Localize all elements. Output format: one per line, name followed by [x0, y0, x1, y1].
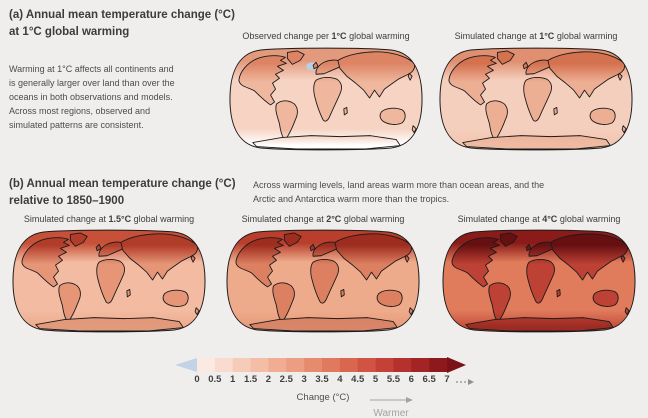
- colorbar-tick: 3.5: [315, 374, 329, 385]
- map-title-warming-level: 1°C: [539, 31, 555, 41]
- world-map-simulated-1c: [439, 47, 633, 151]
- map-title-observed-1c: Observed change per 1°C global warming: [227, 31, 425, 41]
- colorbar-tick: 6.5: [422, 374, 436, 385]
- world-map-observed-1c: [229, 47, 423, 151]
- map-title-warming-level: 1°C: [331, 31, 347, 41]
- map-title-suffix: global warming: [131, 214, 195, 224]
- section-a-description: Warming at 1°C affects all continents an…: [9, 64, 175, 130]
- colorbar-scale: [175, 357, 466, 373]
- world-map-simulated-2c: [226, 229, 420, 333]
- colorbar-tick: 2.5: [279, 374, 293, 385]
- colorbar-tick: 5.5: [386, 374, 401, 385]
- colorbar-ticks: 0 0.5 1 1.5 2 2.5 3 3.5 4 4.5 5 5.5 6 6.5 7: [175, 374, 485, 388]
- map-title-warming-level: 2°C: [326, 214, 342, 224]
- map-title-prefix: Simulated change at: [454, 31, 540, 41]
- colorbar-tick: 1.5: [243, 374, 258, 385]
- map-title-suffix: global warming: [557, 214, 621, 224]
- section-b-description: Across warming levels, land areas warm m…: [253, 180, 545, 204]
- section-a-title: (a) Annual mean temperature change (°C) …: [9, 9, 235, 38]
- map-title-simulated-1c: Simulated change at 1°C global warming: [437, 31, 635, 41]
- map-title-simulated-4c: Simulated change at 4°C global warming: [440, 214, 638, 224]
- colorbar-tick: 0.5: [208, 374, 222, 385]
- colorbar: 0 0.5 1 1.5 2 2.5 3 3.5 4 4.5 5 5.5 6 6.5 7: [175, 357, 485, 393]
- map-title-prefix: Simulated change at: [457, 214, 543, 224]
- map-title-suffix: global warming: [554, 31, 618, 41]
- world-map-simulated-1-5c: [12, 229, 206, 333]
- map-title-prefix: Simulated change at: [241, 214, 327, 224]
- colorbar-tick: 7: [444, 374, 450, 385]
- colorbar-tick: 0: [194, 374, 200, 385]
- map-title-simulated-1-5c: Simulated change at 1.5°C global warming: [10, 214, 208, 224]
- map-title-suffix: global warming: [346, 31, 410, 41]
- warmer-indicator: Warmer: [366, 391, 416, 418]
- colorbar-tick: 3: [301, 374, 307, 385]
- colorbar-tick: 1: [230, 374, 236, 385]
- colorbar-tick: 2: [265, 374, 272, 385]
- warmer-label: Warmer: [373, 408, 409, 418]
- map-title-simulated-2c: Simulated change at 2°C global warming: [224, 214, 422, 224]
- colorbar-tick: 6: [408, 374, 414, 385]
- colorbar-tick: 4.5: [351, 374, 365, 385]
- world-map-simulated-4c: [442, 229, 636, 333]
- colorbar-axis-label: Change (°C): [296, 392, 350, 403]
- warmer-arrow-icon: [370, 397, 413, 403]
- map-title-warming-level: 4°C: [542, 214, 558, 224]
- scale-continues-arrow-icon: [456, 379, 474, 385]
- map-title-prefix: Observed change per: [242, 31, 332, 41]
- section-b-title: (b) Annual mean temperature change (°C) …: [9, 178, 236, 207]
- colorbar-tick: 4: [337, 374, 343, 385]
- map-title-suffix: global warming: [341, 214, 405, 224]
- colorbar-tick: 5: [372, 374, 379, 385]
- map-title-warming-level: 1.5°C: [108, 214, 132, 224]
- map-title-prefix: Simulated change at: [23, 214, 109, 224]
